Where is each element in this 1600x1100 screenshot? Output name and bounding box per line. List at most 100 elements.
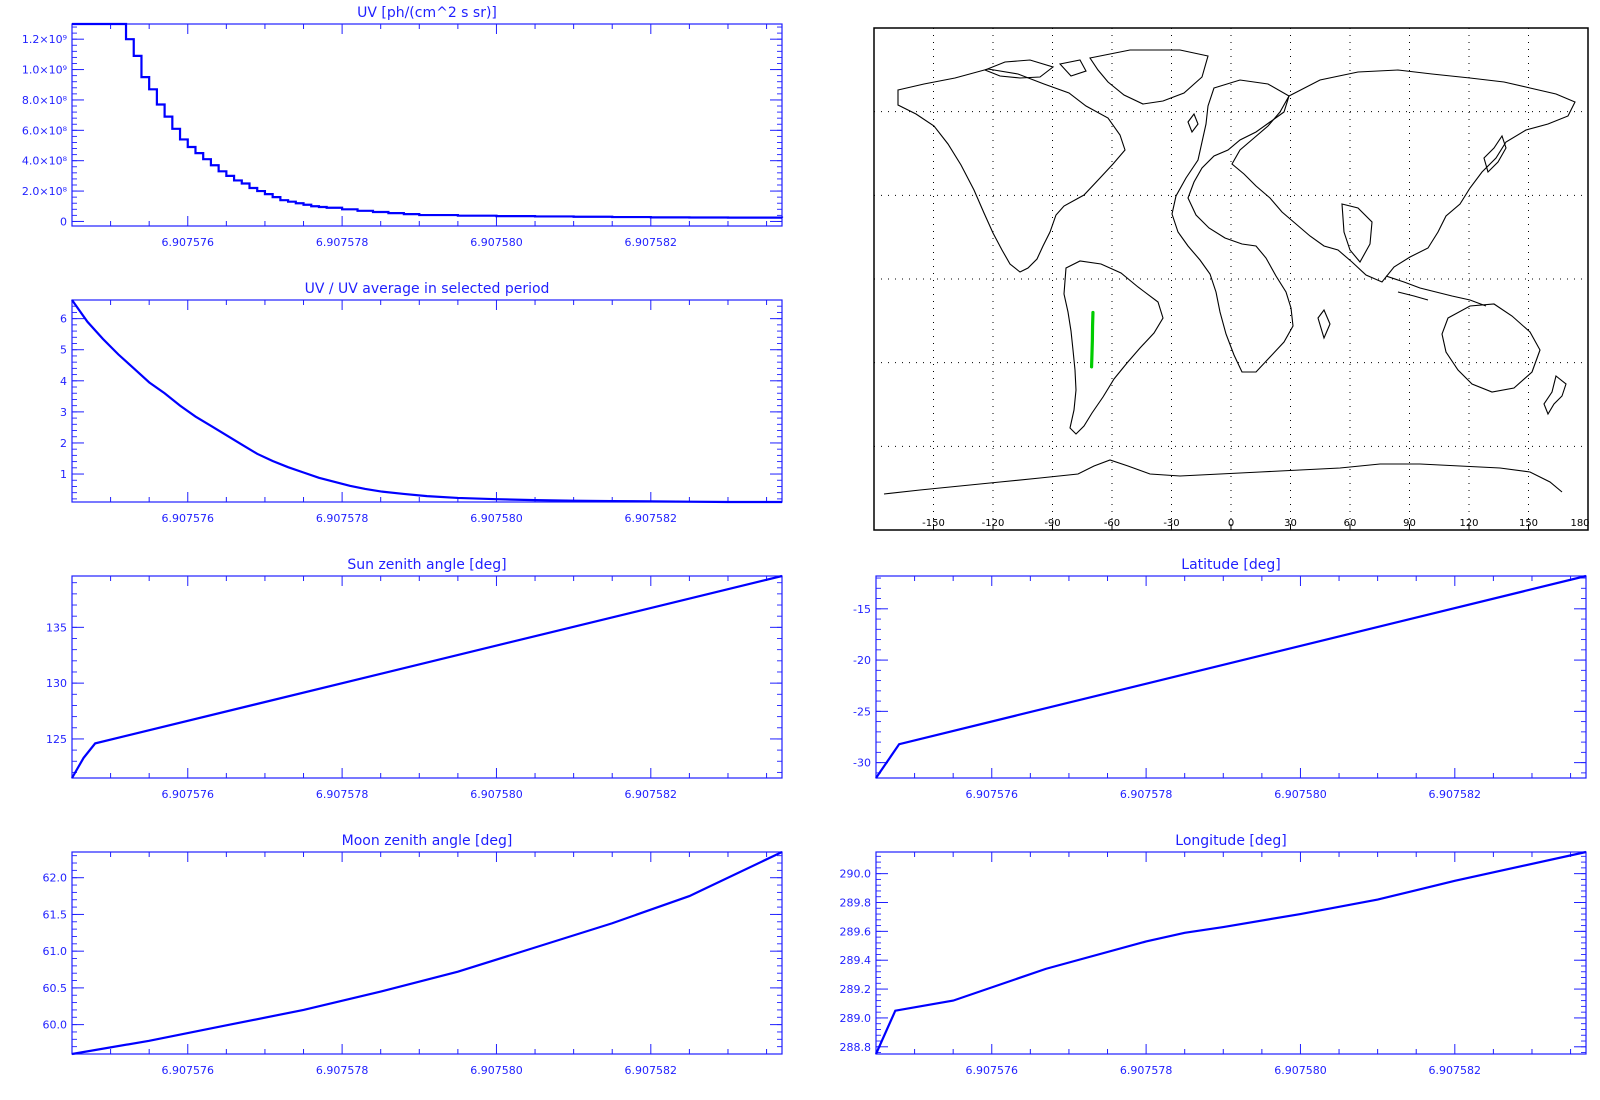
x-tick-label: 6.907580 — [470, 512, 523, 525]
y-tick-label: -25 — [853, 705, 871, 718]
world-map: -150 -120 -90 -60 -30 0 30 60 90 120 150 180 — [873, 27, 1590, 531]
map-gridlines — [874, 28, 1588, 530]
chart-longitude-title: Longitude [deg] — [1175, 833, 1286, 849]
y-tick-label: 130 — [46, 677, 67, 690]
x-tick-label: 6.907578 — [1120, 788, 1173, 801]
japan-outline — [1483, 134, 1507, 174]
map-x-tick-label: -90 — [1044, 518, 1060, 529]
chart-latitude-title: Latitude [deg] — [1181, 557, 1280, 573]
chart-sun-zenith-title: Sun zenith angle [deg] — [347, 557, 506, 573]
map-x-tick-label: 90 — [1403, 518, 1416, 529]
y-tick-label: 4.0×10⁸ — [22, 155, 68, 168]
greenland-outline — [1089, 49, 1209, 105]
madagascar-outline — [1317, 308, 1331, 340]
x-tick-label: 6.907580 — [470, 788, 523, 801]
y-tick-label: 289.4 — [840, 954, 872, 967]
y-tick-label: 3 — [60, 406, 67, 419]
south-america-outline — [1063, 260, 1164, 435]
y-tick-label: 289.2 — [840, 983, 872, 996]
y-tick-label: 60.0 — [43, 1019, 68, 1032]
y-tick-label: 2 — [60, 437, 67, 450]
chart-uv: UV [ph/(cm^2 s sr)] 0 2.0×10⁸ 4.0×10⁸ 6.0×1… — [22, 5, 784, 249]
map-x-tick-label: 180 — [1570, 518, 1589, 529]
map-x-tick-label: -150 — [922, 518, 945, 529]
map-x-tick-label: -30 — [1163, 518, 1179, 529]
series-line — [71, 299, 782, 504]
y-tick-label: 1 — [60, 468, 67, 481]
map-x-tick-label: -120 — [982, 518, 1005, 529]
series-line — [72, 22, 784, 219]
chart-latitude: Latitude [deg] -30 -25 -20 -15 6.907576 6.907… — [853, 557, 1587, 801]
x-tick-label: 6.907576 — [162, 236, 215, 249]
chart-sun-zenith: Sun zenith angle [deg] 125 130 135 6.907576… — [46, 557, 783, 801]
y-tick-label: 6.0×10⁸ — [22, 124, 68, 137]
y-tick-label: 61.0 — [43, 945, 68, 958]
x-tick-label: 6.907578 — [316, 1064, 369, 1077]
chart-uv-ratio: UV / UV average in selected period 1 2 3 4 5… — [60, 281, 783, 525]
x-tick-label: 6.907576 — [162, 1064, 215, 1077]
y-tick-label: 289.6 — [840, 925, 872, 938]
map-x-tick-label: 0 — [1228, 518, 1234, 529]
map-coastlines — [883, 49, 1576, 495]
plot-frame — [71, 575, 783, 779]
x-tick-label: 6.907582 — [625, 236, 678, 249]
x-tick-label: 6.907580 — [470, 236, 523, 249]
y-tick-label: 4 — [60, 375, 67, 388]
satellite-track-line — [1089, 310, 1095, 369]
y-tick-label: -20 — [853, 654, 871, 667]
y-tick-label: 289.8 — [840, 897, 872, 910]
x-tick-label: 6.907578 — [316, 236, 369, 249]
australia-outline — [1441, 303, 1541, 393]
plot-frame — [875, 851, 1587, 1055]
y-tick-label: -30 — [853, 757, 871, 770]
map-x-axis: -150 -120 -90 -60 -30 0 30 60 90 120 150 180 — [922, 518, 1590, 530]
x-tick-label: 6.907580 — [470, 1064, 523, 1077]
map-x-tick-label: 150 — [1519, 518, 1538, 529]
plot-frame — [875, 575, 1587, 779]
plot-frame — [71, 299, 783, 503]
chart-moon-zenith-title: Moon zenith angle [deg] — [342, 833, 513, 849]
x-tick-label: 6.907576 — [966, 788, 1019, 801]
y-tick-label: -15 — [853, 603, 871, 616]
series-line — [874, 850, 1587, 1055]
y-tick-label: 125 — [46, 733, 67, 746]
x-tick-label: 6.907582 — [625, 788, 678, 801]
satellite-track — [1089, 310, 1095, 369]
antarctica-outline — [883, 459, 1563, 495]
y-tick-label: 8.0×10⁸ — [22, 94, 68, 107]
y-tick-label: 290.0 — [840, 868, 872, 881]
y-tick-label: 0 — [60, 215, 67, 228]
indonesia-outline — [1385, 275, 1487, 307]
plot-frame — [71, 23, 783, 227]
y-tick-label: 135 — [46, 621, 67, 634]
europe-africa-outline — [1171, 79, 1294, 373]
series-line — [71, 851, 783, 1056]
y-tick-label: 60.5 — [43, 982, 68, 995]
map-x-tick-label: -60 — [1104, 518, 1120, 529]
x-tick-label: 6.907582 — [625, 1064, 678, 1077]
uk-outline — [1187, 112, 1199, 134]
y-tick-label: 1.2×10⁹ — [22, 33, 67, 46]
map-x-tick-label: 60 — [1344, 518, 1357, 529]
y-tick-label: 1.0×10⁹ — [22, 64, 67, 77]
x-tick-label: 6.907582 — [1429, 1064, 1482, 1077]
india-outline — [1341, 203, 1373, 263]
x-tick-label: 6.907578 — [1120, 1064, 1173, 1077]
y-tick-label: 61.5 — [43, 908, 68, 921]
arctic-islands-outline — [983, 59, 1087, 79]
y-tick-label: 289.0 — [840, 1012, 872, 1025]
x-tick-label: 6.907578 — [316, 788, 369, 801]
north-america-outline — [897, 68, 1126, 273]
map-x-tick-label: 30 — [1284, 518, 1297, 529]
series-line — [71, 574, 783, 779]
x-tick-label: 6.907580 — [1274, 788, 1327, 801]
x-tick-label: 6.907582 — [625, 512, 678, 525]
x-tick-label: 6.907580 — [1274, 1064, 1327, 1077]
chart-uv-ratio-title: UV / UV average in selected period — [305, 281, 550, 297]
x-tick-label: 6.907576 — [162, 788, 215, 801]
x-tick-label: 6.907576 — [162, 512, 215, 525]
plot-frame — [71, 851, 783, 1055]
chart-longitude: Longitude [deg] 288.8 289.0 289.2 289.4 289.… — [840, 833, 1587, 1077]
y-tick-label: 288.8 — [840, 1041, 872, 1054]
